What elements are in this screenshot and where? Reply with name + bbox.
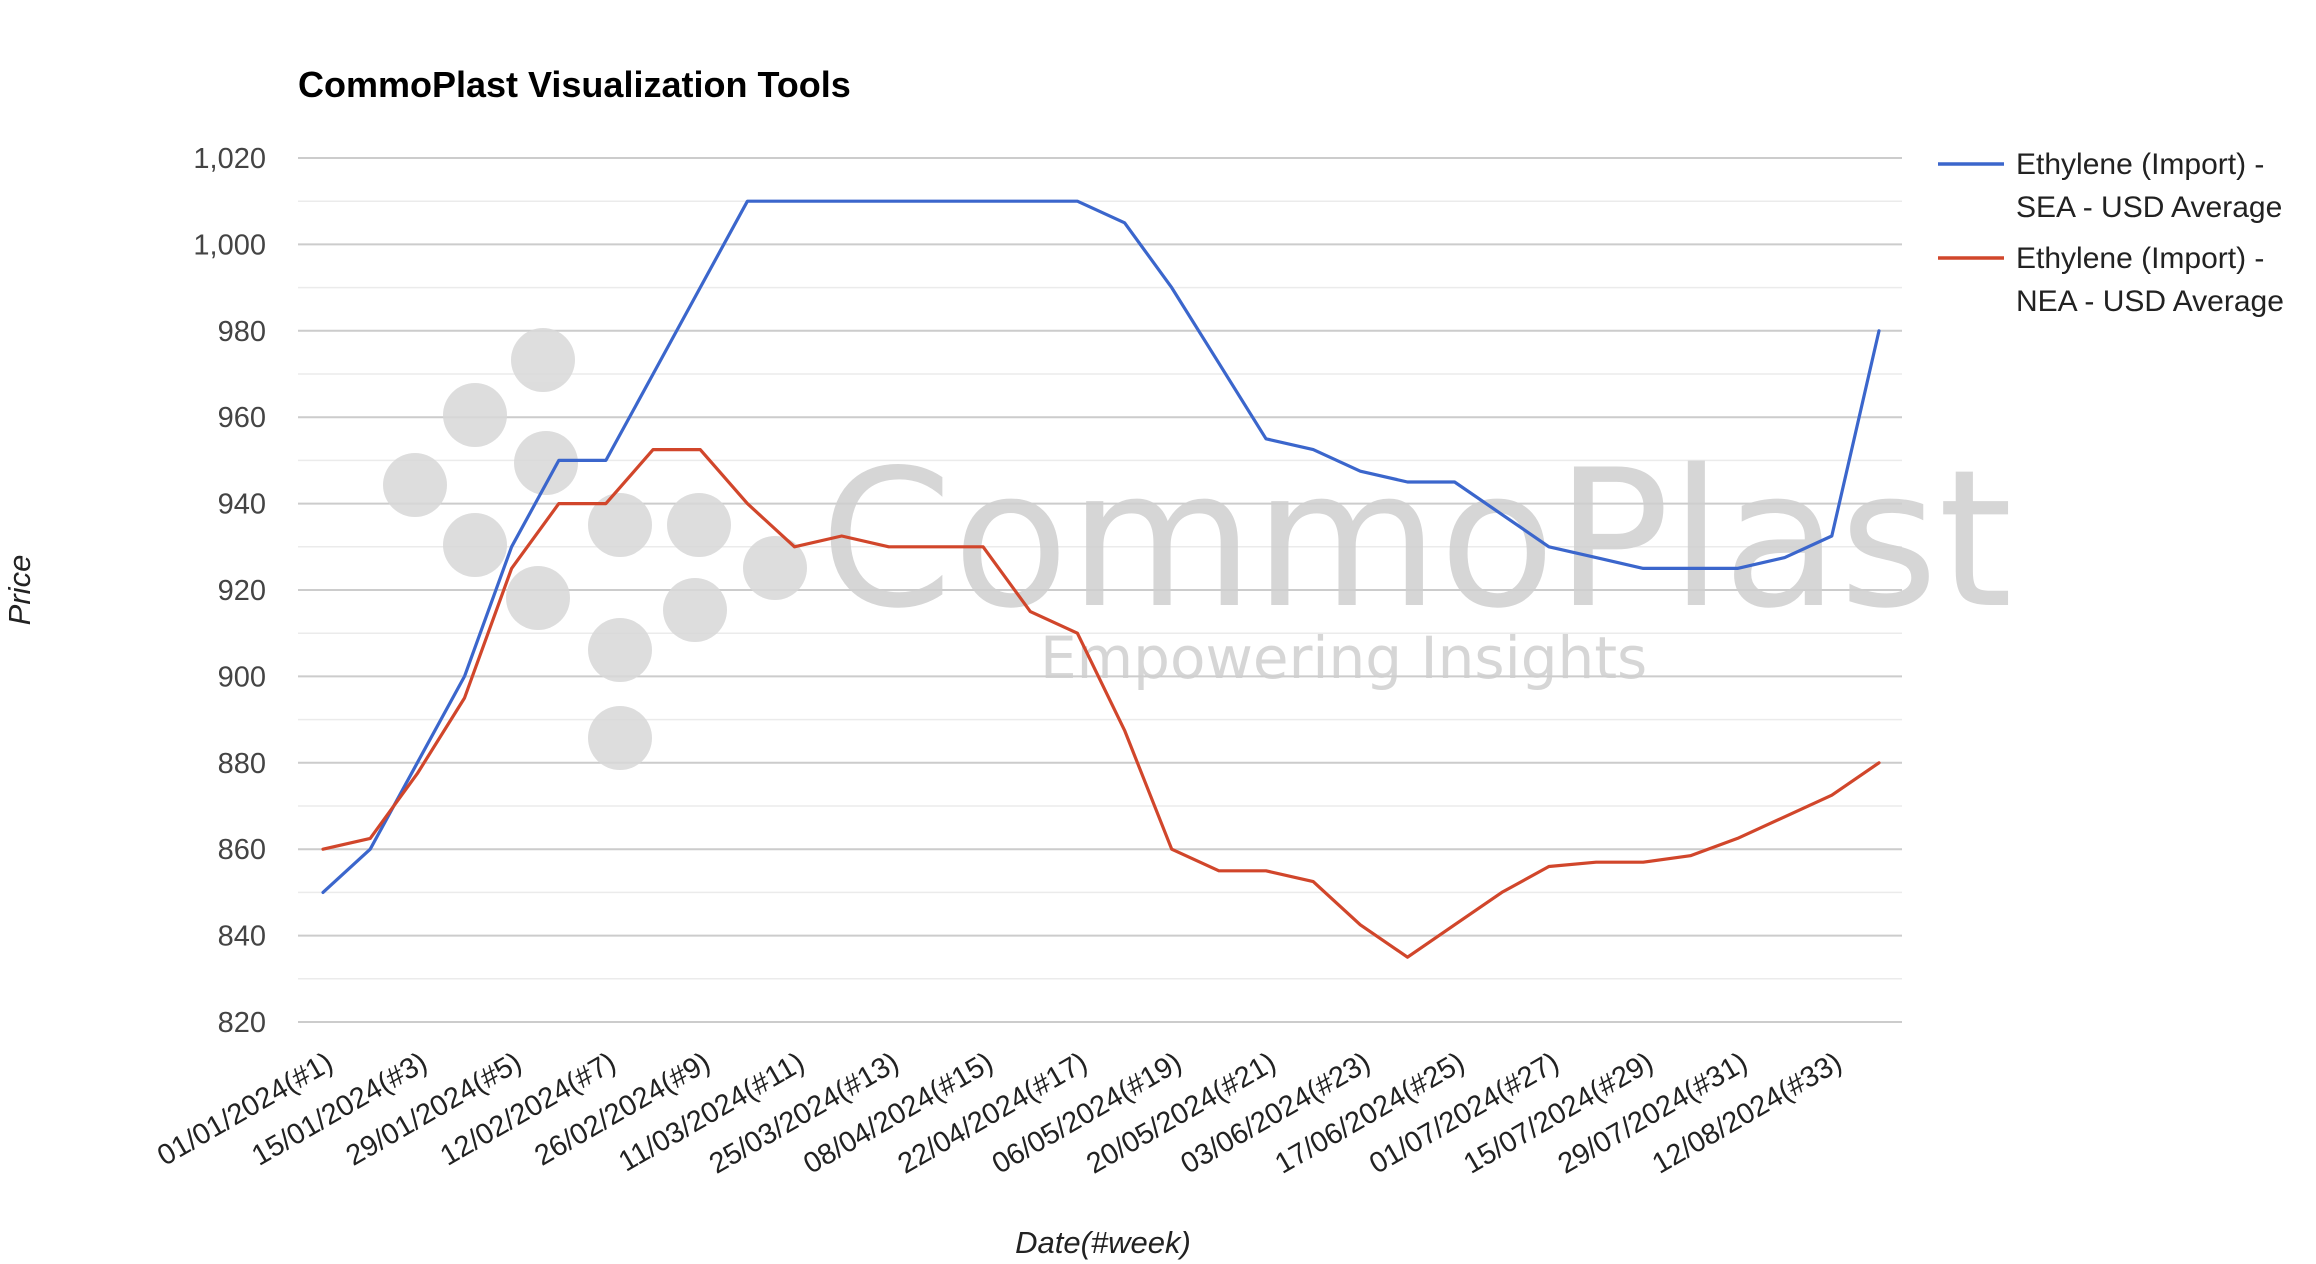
watermark-dot bbox=[588, 706, 652, 770]
watermark-dot bbox=[663, 578, 727, 642]
watermark-dot bbox=[506, 566, 570, 630]
y-tick-label: 1,000 bbox=[193, 229, 266, 261]
series-line-sea bbox=[321, 199, 1881, 895]
y-axis-ticks: 820 840 860 880 900 920 940 960 980 1,000 1,020 bbox=[193, 143, 266, 1039]
series-line-nea bbox=[321, 448, 1881, 959]
legend-label: Ethylene (Import) - bbox=[2016, 148, 2264, 181]
watermark-dot bbox=[588, 493, 652, 557]
commoplast-watermark: CommoPlast Empowering Insights bbox=[383, 328, 2013, 770]
watermark-dot bbox=[383, 453, 447, 517]
series-lines bbox=[321, 199, 1881, 959]
watermark-dot bbox=[443, 513, 507, 577]
x-axis-ticks: 01/01/2024(#1)15/01/2024(#3)29/01/2024(#… bbox=[152, 1046, 1847, 1180]
legend: Ethylene (Import) - SEA - USD Average Ethy… bbox=[1938, 148, 2284, 318]
y-tick-label: 900 bbox=[218, 661, 266, 693]
watermark-logo-dots bbox=[383, 328, 807, 770]
y-axis-label: Price bbox=[2, 555, 37, 626]
y-tick-label: 940 bbox=[218, 489, 266, 521]
legend-label: NEA - USD Average bbox=[2016, 285, 2284, 318]
x-axis-label: Date(#week) bbox=[1015, 1225, 1191, 1260]
chart-title: CommoPlast Visualization Tools bbox=[298, 64, 851, 105]
watermark-dot bbox=[511, 328, 575, 392]
y-tick-label: 980 bbox=[218, 316, 266, 348]
legend-label: SEA - USD Average bbox=[2016, 191, 2282, 224]
y-tick-label: 840 bbox=[218, 921, 266, 953]
watermark-dot bbox=[743, 536, 807, 600]
y-tick-label: 880 bbox=[218, 748, 266, 780]
legend-label: Ethylene (Import) - bbox=[2016, 242, 2264, 275]
watermark-tagline: Empowering Insights bbox=[1040, 624, 1647, 692]
watermark-dot bbox=[443, 383, 507, 447]
watermark-brand: CommoPlast bbox=[820, 429, 2013, 650]
watermark-dot bbox=[514, 431, 578, 495]
watermark-dot bbox=[667, 493, 731, 557]
y-tick-label: 960 bbox=[218, 402, 266, 434]
y-tick-label: 860 bbox=[218, 834, 266, 866]
y-tick-label: 1,020 bbox=[193, 143, 266, 175]
watermark-dot bbox=[588, 618, 652, 682]
y-tick-label: 820 bbox=[218, 1007, 266, 1039]
y-tick-label: 920 bbox=[218, 575, 266, 607]
